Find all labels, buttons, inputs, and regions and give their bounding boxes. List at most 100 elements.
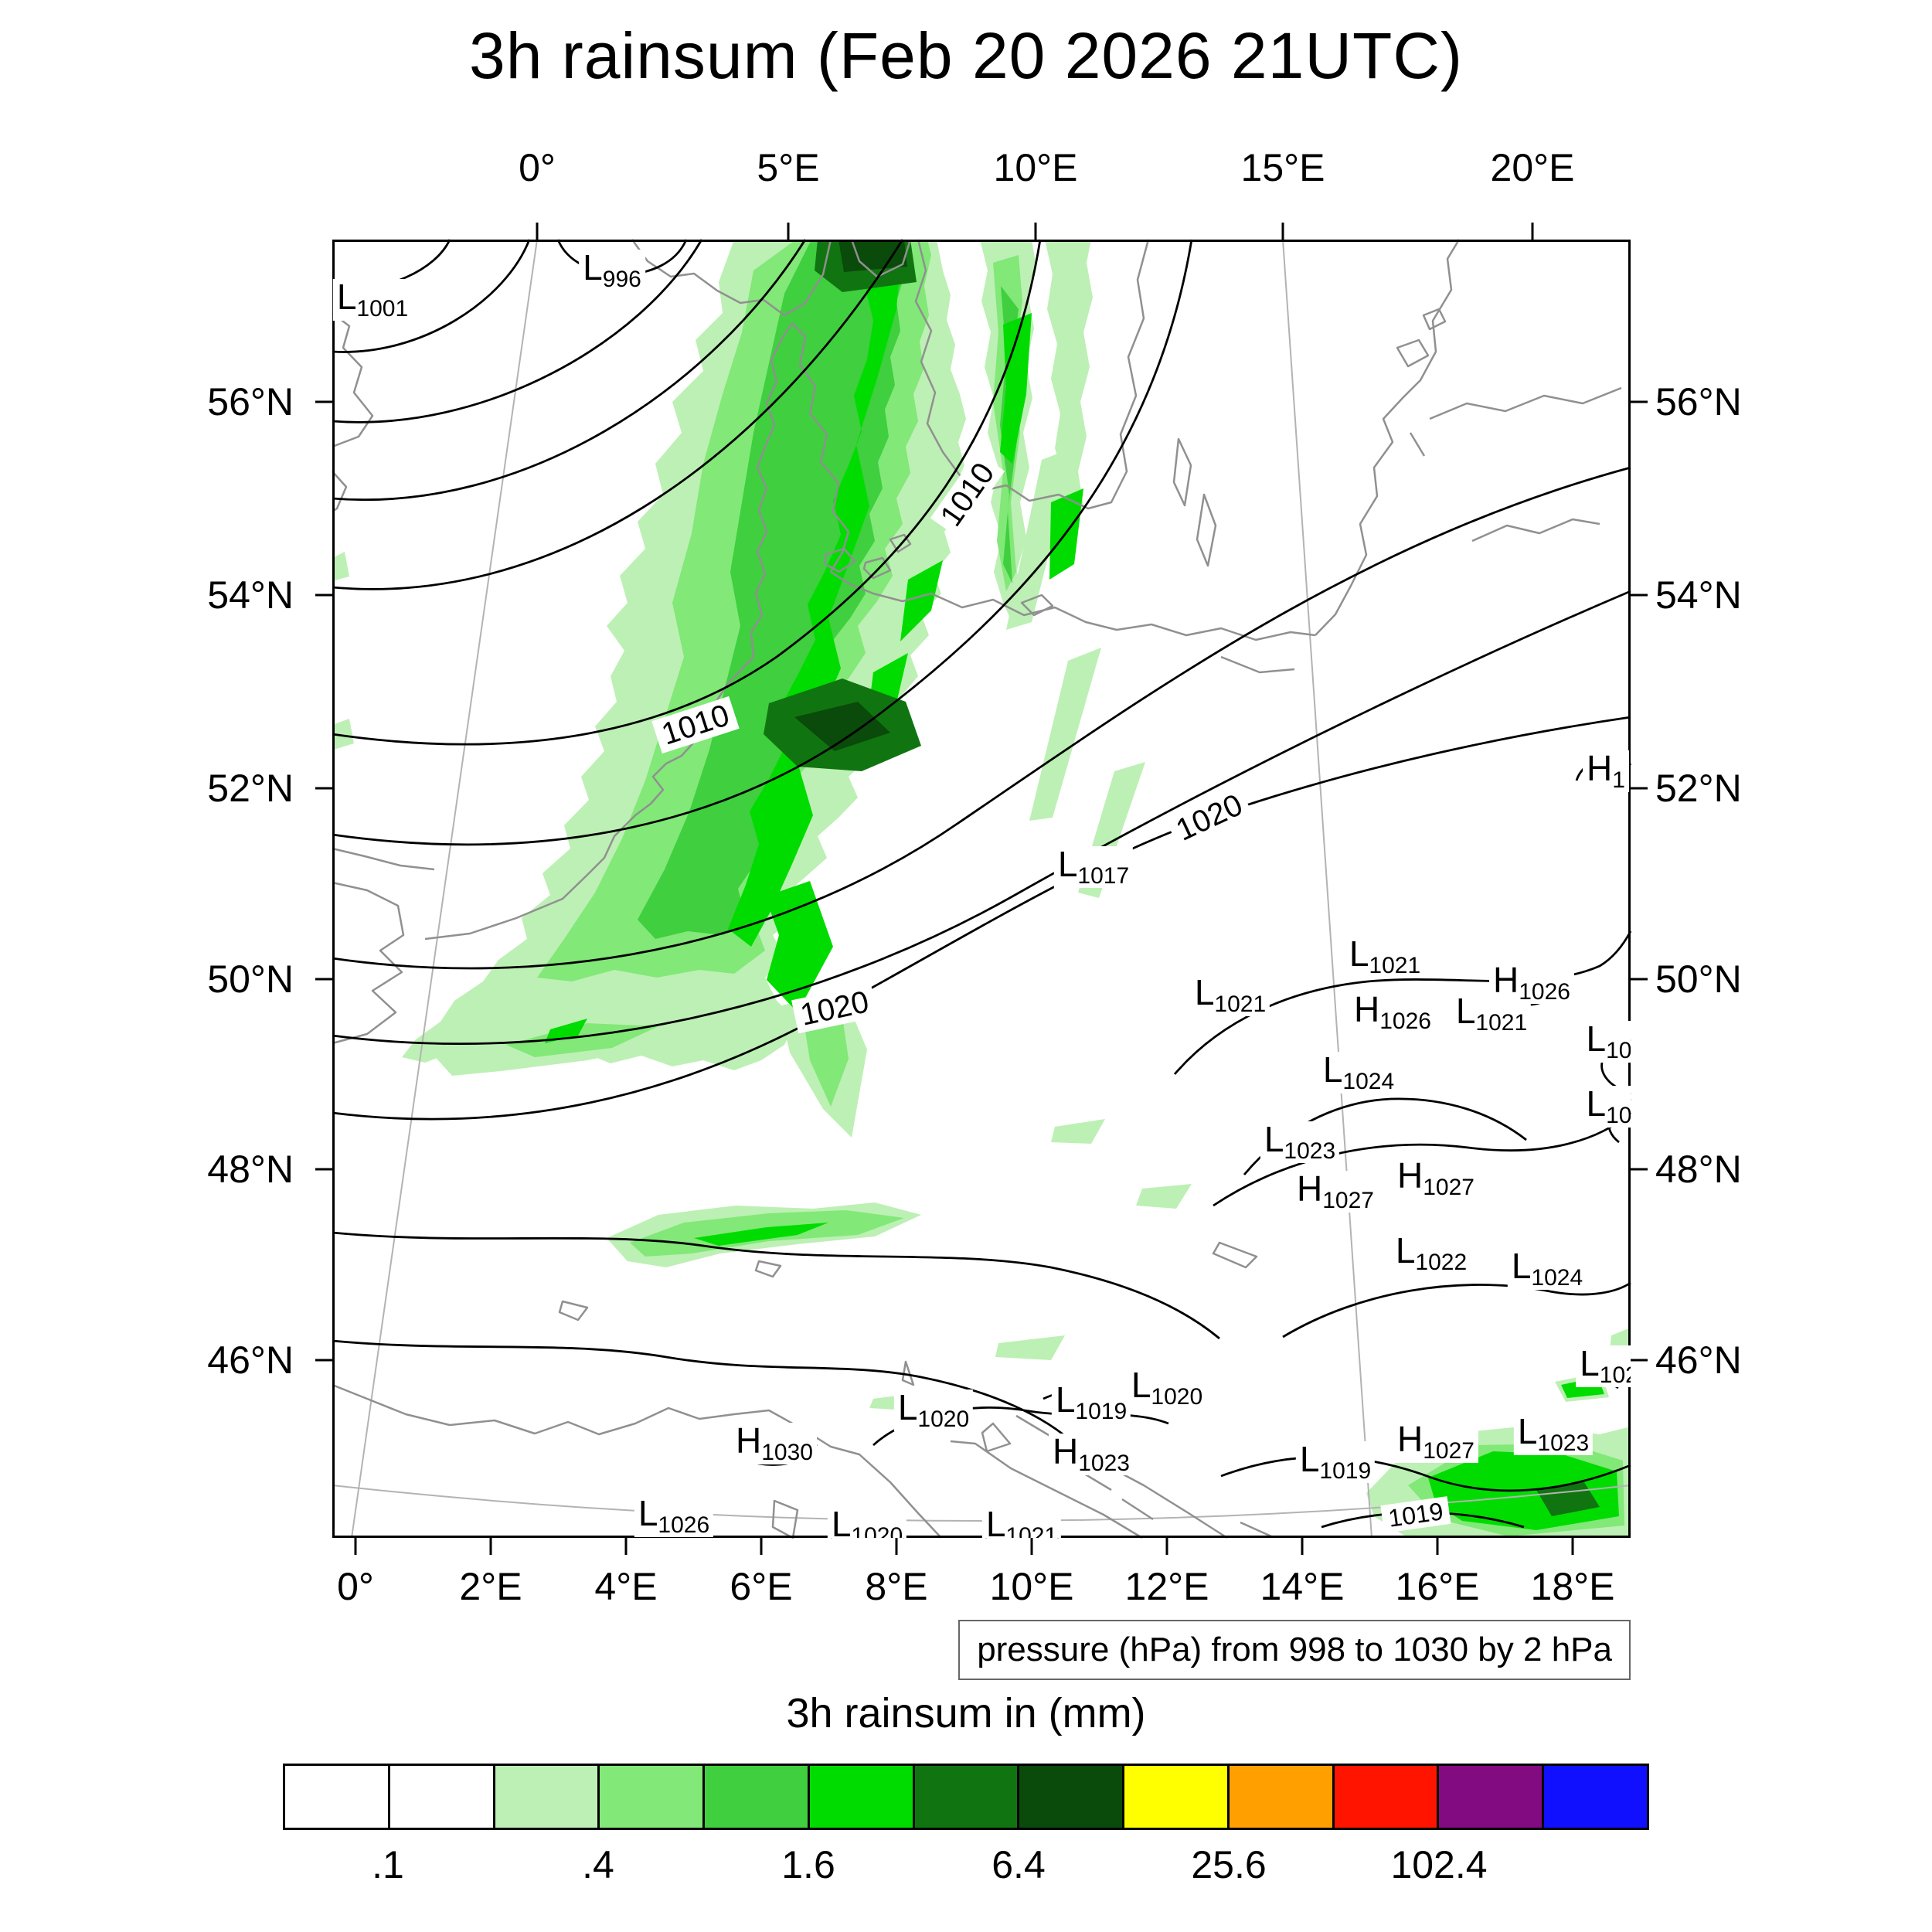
axis-tick-right bbox=[1631, 594, 1648, 597]
axis-tick-top bbox=[536, 223, 539, 240]
pressure-letter: L bbox=[1057, 844, 1078, 884]
pressure-value: 1017 bbox=[1077, 863, 1130, 889]
coastlines-layer bbox=[332, 239, 1622, 1539]
colorbar-cell bbox=[809, 1766, 915, 1828]
pressure-letter: L bbox=[1264, 1119, 1284, 1159]
colorbar-cell bbox=[914, 1766, 1020, 1828]
axis-tick-right bbox=[1631, 1359, 1648, 1362]
axis-tick-right bbox=[1631, 1168, 1648, 1171]
pressure-center-l1021: L1021 bbox=[1345, 936, 1425, 978]
pressure-center-l1020: L1020 bbox=[893, 1387, 974, 1431]
pressure-value: 1026 bbox=[658, 1512, 710, 1538]
axis-tick-bottom bbox=[354, 1538, 357, 1555]
axis-tick-top bbox=[1281, 223, 1284, 240]
pressure-letter: L bbox=[583, 247, 603, 287]
axis-label-top: 20°E bbox=[1490, 146, 1575, 189]
pressure-center-l1022: L1022 bbox=[1391, 1233, 1471, 1275]
axis-tick-right bbox=[1631, 400, 1648, 403]
pressure-center-h1027: H1027 bbox=[1393, 1158, 1478, 1199]
axis-label-left: 46°N bbox=[207, 1338, 294, 1382]
pressure-letter: L bbox=[897, 1387, 918, 1427]
axis-label-left: 50°N bbox=[207, 957, 294, 1001]
pressure-center-l1026: L1026 bbox=[634, 1493, 714, 1538]
pressure-center-l1021: L1021 bbox=[981, 1504, 1062, 1539]
contour-label-1010: 1010 bbox=[651, 696, 740, 754]
axis-tick-left bbox=[315, 978, 332, 981]
colorbar-cell bbox=[1019, 1766, 1125, 1828]
pressure-value: 10 bbox=[1606, 1038, 1631, 1063]
colorbar-cell bbox=[1124, 1766, 1230, 1828]
colorbar-cell bbox=[389, 1766, 495, 1828]
pressure-value: 1022 bbox=[1415, 1250, 1468, 1275]
axis-label-top: 15°E bbox=[1240, 146, 1325, 189]
pressure-caption: pressure (hPa) from 998 to 1030 by 2 hPa bbox=[958, 1620, 1631, 1680]
pressure-value: 1030 bbox=[761, 1440, 813, 1465]
colorbar-cell bbox=[1439, 1766, 1545, 1828]
pressure-letter: L bbox=[1580, 1343, 1600, 1383]
axis-tick-bottom bbox=[1301, 1538, 1304, 1555]
axis-label-left: 56°N bbox=[207, 380, 294, 423]
pressure-value: 1024 bbox=[1342, 1069, 1395, 1094]
pressure-letter: L bbox=[1299, 1439, 1320, 1479]
colorbar-cell bbox=[1334, 1766, 1440, 1828]
axis-tick-right bbox=[1631, 978, 1648, 981]
axis-tick-bottom bbox=[1030, 1538, 1033, 1555]
pressure-letter: L bbox=[1055, 1379, 1076, 1420]
pressure-letter: L bbox=[1322, 1049, 1343, 1090]
axis-tick-bottom bbox=[489, 1538, 492, 1555]
pressure-center-l1024: L1024 bbox=[1507, 1246, 1587, 1290]
colorbar: .1 .4 1.6 6.4 25.6 102.4 bbox=[283, 1764, 1649, 1892]
axis-label-right: 50°N bbox=[1655, 957, 1742, 1001]
pressure-letter: L bbox=[1511, 1246, 1532, 1286]
axis-label-right: 46°N bbox=[1655, 1338, 1742, 1382]
pressure-center-l1020: L1020 bbox=[827, 1504, 907, 1538]
pressure-letter: L bbox=[1455, 991, 1476, 1031]
axis-label-left: 54°N bbox=[207, 573, 294, 617]
pressure-center-l1017: L1017 bbox=[1053, 844, 1134, 889]
axis-tick-bottom bbox=[624, 1538, 628, 1555]
axis-tick-top bbox=[1034, 223, 1037, 240]
axis-label-left: 52°N bbox=[207, 767, 294, 810]
pressure-letter: L bbox=[831, 1504, 852, 1538]
colorbar-tick-label: .4 bbox=[582, 1843, 614, 1886]
axis-label-top: 0° bbox=[519, 146, 556, 189]
pressure-value: 1001 bbox=[356, 296, 409, 321]
axis-tick-bottom bbox=[1165, 1538, 1168, 1555]
pressure-letter: H bbox=[736, 1420, 762, 1461]
pressure-center-l102: L102 bbox=[1576, 1345, 1631, 1387]
colorbar-cell bbox=[1229, 1766, 1335, 1828]
pressure-value: 1020 bbox=[1151, 1384, 1203, 1410]
axis-tick-left bbox=[315, 1359, 332, 1362]
axis-tick-bottom bbox=[1436, 1538, 1439, 1555]
colorbar-tick-label: 6.4 bbox=[992, 1843, 1046, 1886]
pressure-letter: H bbox=[1053, 1431, 1079, 1471]
pressure-center-l1024: L1024 bbox=[1318, 1049, 1399, 1094]
pressure-value: 996 bbox=[602, 267, 641, 292]
contour-label-1010: 1010 bbox=[930, 451, 1005, 538]
pressure-letter: L bbox=[1517, 1411, 1538, 1451]
pressure-value: 1023 bbox=[1078, 1451, 1130, 1476]
contour-label-1020: 1020 bbox=[791, 983, 878, 1034]
pressure-letter: L bbox=[638, 1493, 658, 1533]
contour-label-1020: 1020 bbox=[1165, 784, 1253, 851]
colorbar-cell bbox=[1544, 1766, 1647, 1828]
contour-label-1019: 1019 bbox=[1380, 1496, 1451, 1533]
colorbar-cells bbox=[283, 1764, 1649, 1830]
axis-label-right: 48°N bbox=[1655, 1148, 1742, 1191]
pressure-value: 1019 bbox=[1319, 1458, 1372, 1484]
pressure-letter: L bbox=[1586, 1019, 1607, 1059]
pressure-value: 1027 bbox=[1423, 1438, 1475, 1464]
pressure-center-l1021: L1021 bbox=[1190, 975, 1270, 1016]
pressure-center-h1026: H1026 bbox=[1489, 962, 1574, 1004]
pressure-letter: H bbox=[1354, 989, 1380, 1029]
page-title: 3h rainsum (Feb 20 2026 21UTC) bbox=[469, 19, 1463, 92]
map-overlay: L1001 L996 L1017 L1021 L1021 H1026 L1021 H1026 H… bbox=[332, 240, 1631, 1538]
pressure-letter: H bbox=[1587, 748, 1613, 788]
axis-label-bottom: 4°E bbox=[594, 1565, 658, 1608]
pressure-letter: L bbox=[985, 1504, 1006, 1538]
pressure-value: 1 bbox=[1612, 767, 1625, 793]
pressure-value: 1021 bbox=[1005, 1523, 1058, 1539]
axis-label-bottom: 0° bbox=[337, 1565, 374, 1608]
pressure-value: 1023 bbox=[1537, 1430, 1590, 1456]
pressure-center-l10: L10 bbox=[1582, 1019, 1631, 1063]
